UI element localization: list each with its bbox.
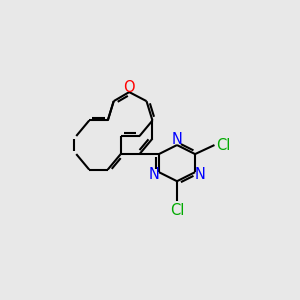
Text: N: N (149, 167, 160, 182)
Text: Cl: Cl (170, 203, 184, 218)
Text: N: N (194, 167, 205, 182)
Text: Cl: Cl (216, 137, 230, 152)
Text: N: N (172, 132, 182, 147)
Text: O: O (123, 80, 135, 95)
